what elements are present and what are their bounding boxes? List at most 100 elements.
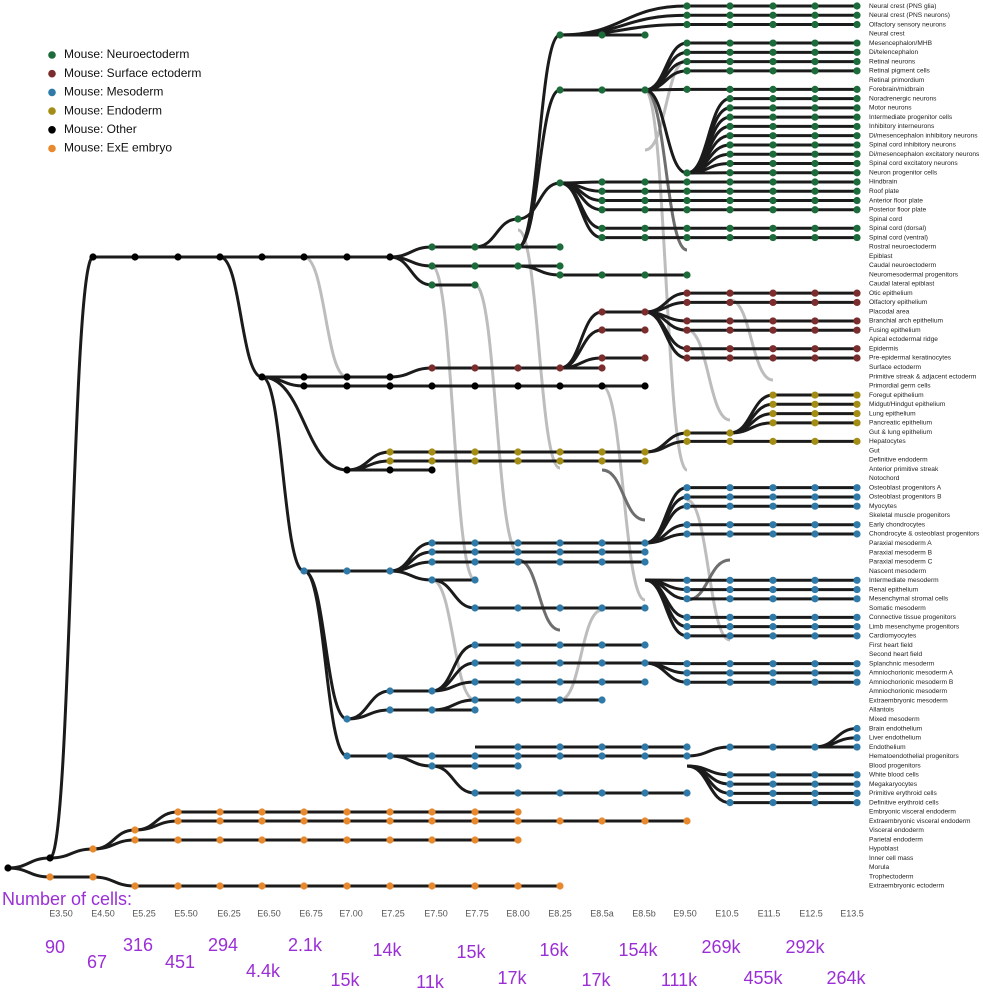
node bbox=[471, 641, 479, 649]
node bbox=[769, 141, 777, 149]
node bbox=[683, 660, 691, 668]
node bbox=[428, 762, 436, 770]
node bbox=[811, 206, 819, 214]
node bbox=[556, 271, 564, 279]
node bbox=[514, 382, 522, 390]
node bbox=[811, 85, 819, 93]
cell-type-label: Paraxial mesoderm B bbox=[869, 549, 933, 556]
cell-type-label: Otic epithelium bbox=[869, 290, 913, 297]
cell-type-label: Amniochorionic mesoderm B bbox=[869, 679, 954, 686]
node bbox=[726, 521, 734, 529]
node bbox=[853, 437, 861, 445]
node bbox=[641, 271, 649, 279]
node bbox=[471, 382, 479, 390]
node bbox=[556, 548, 564, 556]
cell-type-label: Spinal cord (dorsal) bbox=[869, 225, 926, 232]
node bbox=[811, 233, 819, 242]
node bbox=[428, 808, 436, 816]
node bbox=[811, 132, 819, 140]
node bbox=[811, 122, 819, 131]
cell-count: 316 bbox=[123, 935, 153, 955]
edge bbox=[431, 680, 476, 693]
node bbox=[811, 141, 819, 149]
edge bbox=[431, 578, 476, 702]
node bbox=[726, 669, 734, 677]
node bbox=[853, 85, 861, 93]
node bbox=[726, 224, 734, 232]
node bbox=[769, 391, 777, 399]
node bbox=[683, 437, 691, 445]
edge bbox=[601, 468, 646, 522]
edge bbox=[559, 181, 603, 240]
node bbox=[726, 771, 734, 779]
node bbox=[598, 641, 606, 649]
cell-type-label: Di/telencephalon bbox=[869, 49, 918, 56]
cell-count: 111k bbox=[661, 970, 698, 990]
node bbox=[853, 734, 861, 742]
node bbox=[514, 762, 522, 770]
node bbox=[769, 576, 777, 584]
node bbox=[683, 196, 691, 205]
node bbox=[726, 48, 734, 56]
node bbox=[811, 530, 819, 538]
node bbox=[471, 576, 479, 584]
node bbox=[514, 836, 522, 844]
node bbox=[514, 752, 522, 760]
node bbox=[769, 799, 777, 807]
legend-label: Mouse: ExE embryo bbox=[64, 141, 172, 155]
node bbox=[726, 437, 734, 445]
node bbox=[598, 326, 606, 334]
node bbox=[853, 789, 861, 797]
node bbox=[811, 632, 819, 640]
node bbox=[811, 159, 819, 168]
node bbox=[300, 836, 308, 844]
node bbox=[471, 808, 479, 816]
edge bbox=[346, 708, 391, 721]
node bbox=[683, 752, 691, 760]
node bbox=[726, 530, 734, 538]
node bbox=[471, 604, 479, 612]
node bbox=[343, 715, 351, 723]
node bbox=[726, 2, 734, 10]
node bbox=[641, 457, 649, 465]
node bbox=[769, 113, 777, 121]
node bbox=[811, 437, 819, 445]
node bbox=[811, 799, 819, 807]
node bbox=[598, 448, 606, 456]
cell-count: 4.4k bbox=[246, 961, 281, 981]
node bbox=[556, 243, 564, 251]
timepoint-label: E12.5 bbox=[799, 908, 823, 918]
node bbox=[386, 808, 394, 816]
node bbox=[811, 502, 819, 510]
edge bbox=[517, 181, 561, 221]
node bbox=[598, 233, 606, 242]
cell-type-label: Spinal cord (ventral) bbox=[869, 234, 928, 241]
node bbox=[769, 345, 777, 353]
node bbox=[811, 20, 819, 29]
node bbox=[428, 448, 436, 456]
node bbox=[89, 253, 97, 261]
edge bbox=[644, 532, 688, 545]
node bbox=[683, 289, 691, 297]
cell-count: 17k bbox=[581, 970, 611, 990]
node bbox=[683, 317, 691, 325]
cell-type-label: Di/mesencephalon inhibitory neurons bbox=[869, 132, 978, 139]
node bbox=[258, 808, 266, 816]
node bbox=[683, 2, 691, 10]
node bbox=[726, 799, 734, 807]
cell-type-label: Epidermis bbox=[869, 345, 899, 352]
edge bbox=[686, 764, 731, 805]
node bbox=[811, 326, 819, 334]
cell-type-label: Renal epithelium bbox=[869, 586, 919, 593]
cell-type-label: Early chondrocytes bbox=[869, 521, 926, 528]
node bbox=[598, 817, 606, 825]
node bbox=[769, 85, 777, 93]
node bbox=[343, 817, 351, 825]
node bbox=[726, 429, 734, 437]
cell-count: 2.1k bbox=[288, 935, 323, 955]
node bbox=[258, 253, 266, 261]
node bbox=[556, 696, 564, 704]
node bbox=[428, 882, 436, 890]
node bbox=[683, 39, 691, 47]
